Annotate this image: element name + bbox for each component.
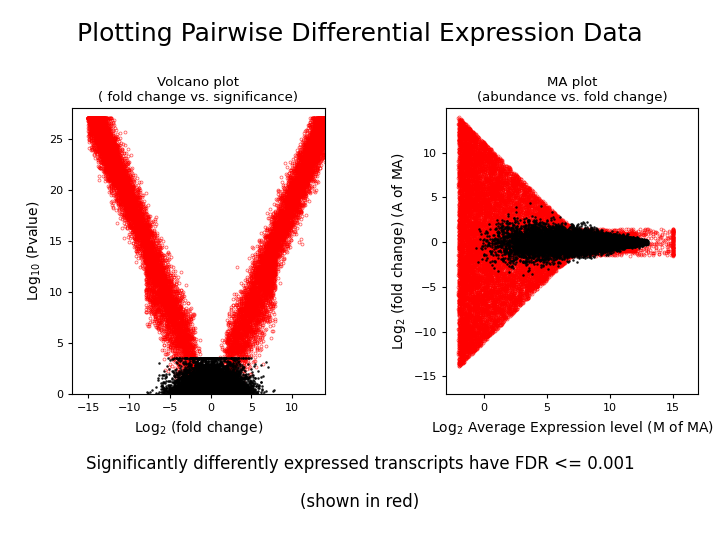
X-axis label: Log$_2$ (fold change): Log$_2$ (fold change) bbox=[134, 419, 263, 437]
Text: Plotting Pairwise Differential Expression Data: Plotting Pairwise Differential Expressio… bbox=[77, 22, 643, 45]
Text: Significantly differently expressed transcripts have FDR <= 0.001: Significantly differently expressed tran… bbox=[86, 455, 634, 474]
Y-axis label: Log$_2$ (fold change) (A of MA): Log$_2$ (fold change) (A of MA) bbox=[390, 152, 408, 350]
Text: (shown in red): (shown in red) bbox=[300, 493, 420, 511]
Y-axis label: Log$_{10}$ (Pvalue): Log$_{10}$ (Pvalue) bbox=[25, 201, 43, 301]
X-axis label: Log$_2$ Average Expression level (M of MA): Log$_2$ Average Expression level (M of M… bbox=[431, 419, 714, 437]
Title: Volcano plot
( fold change vs. significance): Volcano plot ( fold change vs. significa… bbox=[99, 76, 298, 104]
Title: MA plot
(abundance vs. fold change): MA plot (abundance vs. fold change) bbox=[477, 76, 667, 104]
